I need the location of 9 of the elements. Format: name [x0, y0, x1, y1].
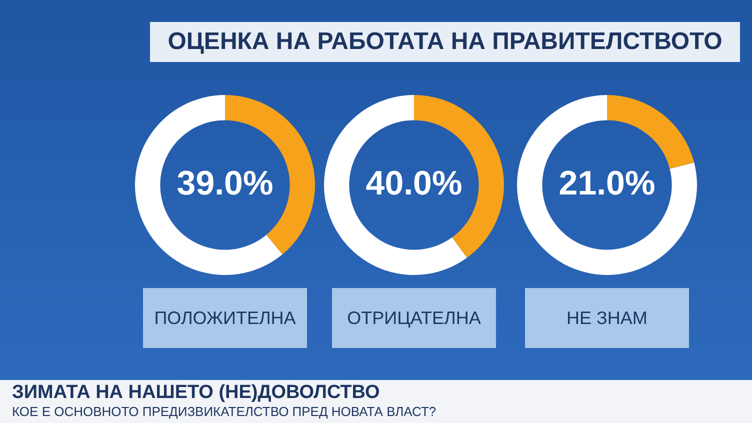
- data-label: 39.0%: [176, 164, 274, 202]
- text: ОТРИЦАТЕЛНА: [332, 288, 496, 348]
- text: КОЕ Е ОСНОВНОТО ПРЕДИЗВИКАТЕЛСТВО ПРЕД НОВАТА ВЛАСТ?: [12, 404, 438, 419]
- text: ПОЛОЖИТЕЛНА: [143, 288, 307, 348]
- data-label: 21.0%: [558, 164, 656, 202]
- text: НЕ ЗНАМ: [525, 288, 689, 348]
- text: ОЦЕНКА НА РАБОТАТА НА ПРАВИТЕЛСТВОТО: [150, 22, 740, 62]
- text: ЗИМАТА НА НАШЕТО (НЕ)ДОВОЛСТВО: [12, 382, 381, 404]
- data-label: 40.0%: [366, 164, 462, 202]
